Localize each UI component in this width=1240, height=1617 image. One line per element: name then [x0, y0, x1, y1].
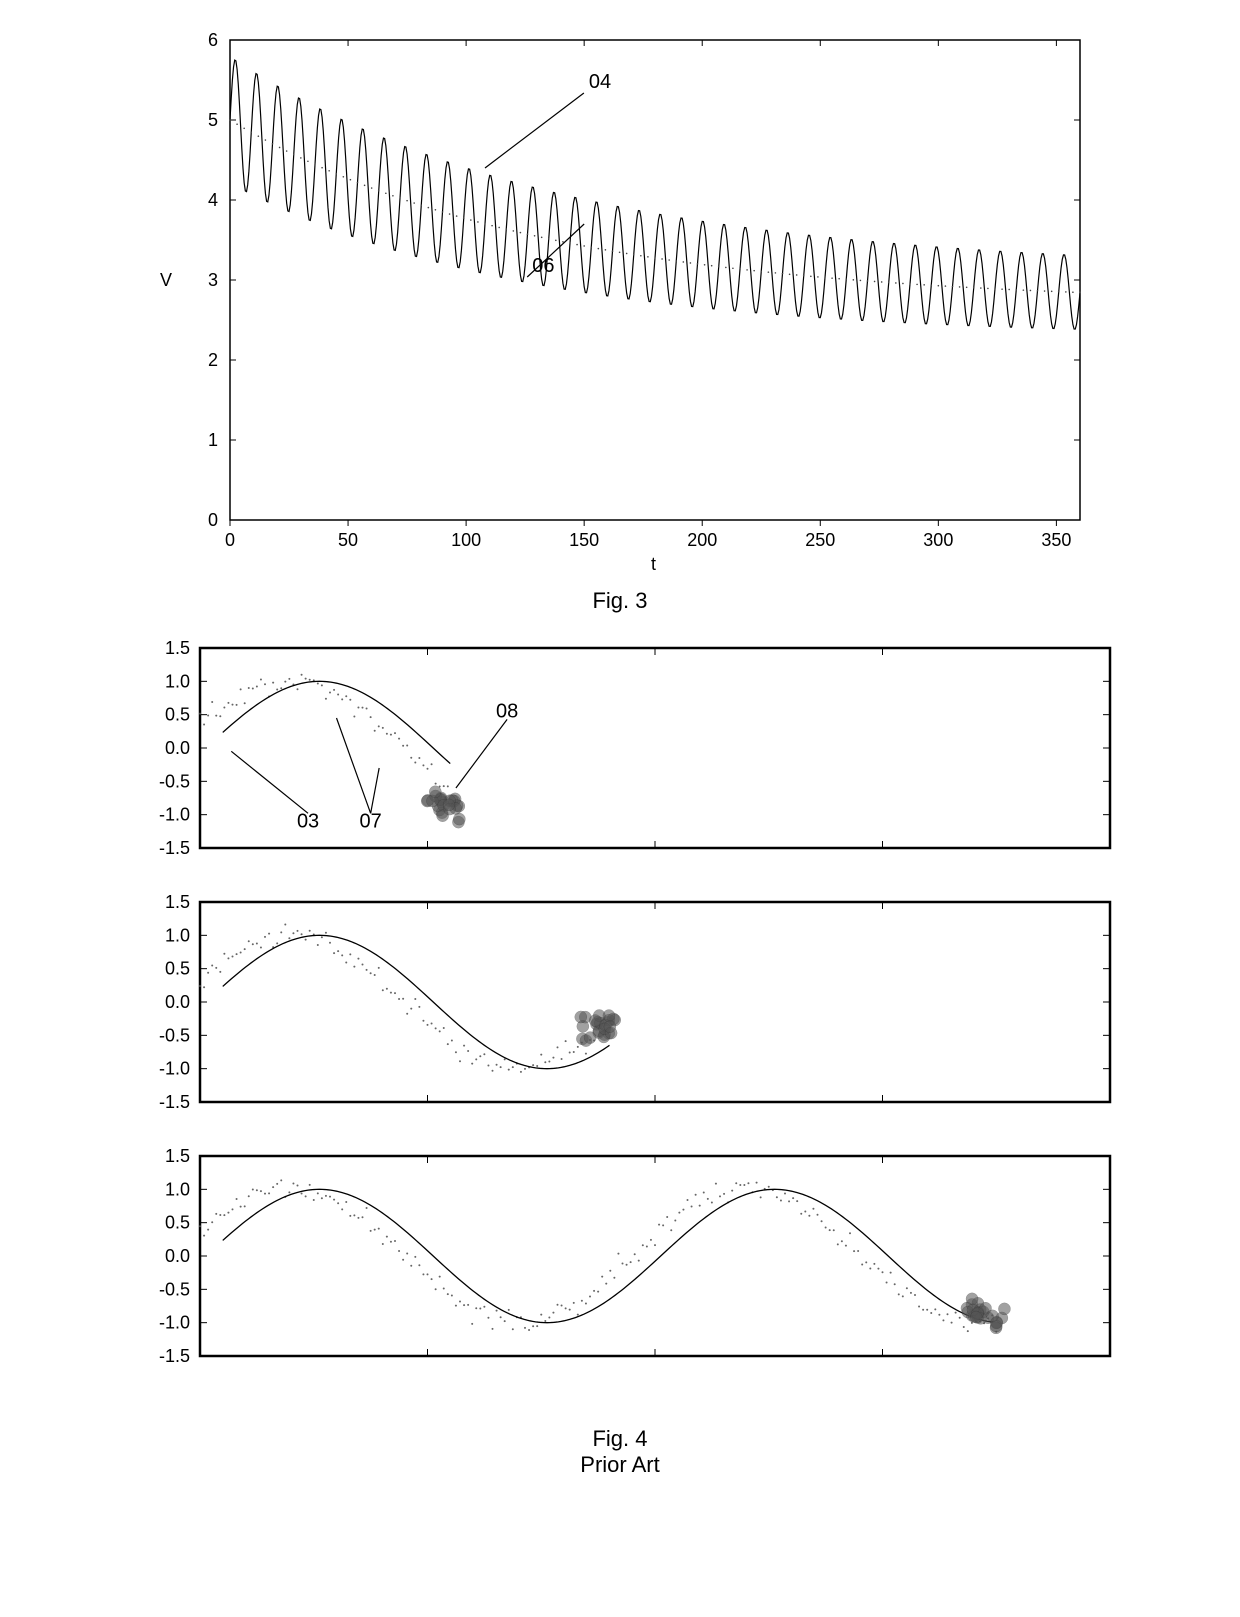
- svg-text:-1.0: -1.0: [159, 1059, 190, 1079]
- fig3-ylabel: V: [160, 270, 172, 291]
- svg-text:-0.5: -0.5: [159, 1279, 190, 1299]
- svg-text:300: 300: [923, 530, 953, 550]
- fig4-subcaption: Prior Art: [580, 1452, 659, 1478]
- svg-text:1: 1: [208, 430, 218, 450]
- svg-text:0.5: 0.5: [165, 1213, 190, 1233]
- svg-text:1.5: 1.5: [165, 1146, 190, 1166]
- svg-text:-0.5: -0.5: [159, 771, 190, 791]
- fig3-chart: 0 50 100 150 200 250 300 350 0 1 2 3 4 5 6 04 06 V t: [140, 20, 1100, 580]
- svg-text:1.0: 1.0: [165, 925, 190, 945]
- figure-container: 0 50 100 150 200 250 300 350 0 1 2 3 4 5 6 04 06 V t Fig…: [20, 20, 1220, 1502]
- svg-text:0.0: 0.0: [165, 992, 190, 1012]
- svg-text:5: 5: [208, 110, 218, 130]
- svg-text:1.5: 1.5: [165, 638, 190, 658]
- svg-text:0.5: 0.5: [165, 959, 190, 979]
- svg-text:0.0: 0.0: [165, 1246, 190, 1266]
- fig4-chart: -1.5 -1.0 -0.5 0.0 0.5 1.0 1.5 03 07 08 -1.5 -1.0 -0…: [110, 638, 1130, 1418]
- svg-text:6: 6: [208, 30, 218, 50]
- svg-text:06: 06: [532, 255, 554, 277]
- svg-text:-1.5: -1.5: [159, 838, 190, 858]
- svg-text:200: 200: [687, 530, 717, 550]
- svg-text:1.5: 1.5: [165, 892, 190, 912]
- svg-text:1.0: 1.0: [165, 671, 190, 691]
- svg-text:04: 04: [589, 71, 611, 93]
- svg-text:50: 50: [338, 530, 358, 550]
- svg-text:2: 2: [208, 350, 218, 370]
- svg-text:3: 3: [208, 270, 218, 290]
- fig4-caption: Fig. 4: [592, 1426, 647, 1452]
- svg-text:-1.5: -1.5: [159, 1092, 190, 1112]
- svg-text:1.0: 1.0: [165, 1179, 190, 1199]
- svg-text:-1.5: -1.5: [159, 1346, 190, 1366]
- svg-text:0: 0: [225, 530, 235, 550]
- svg-text:-1.0: -1.0: [159, 1313, 190, 1333]
- svg-text:150: 150: [569, 530, 599, 550]
- svg-text:07: 07: [360, 810, 382, 832]
- fig3-caption: Fig. 3: [592, 588, 647, 614]
- svg-text:-1.0: -1.0: [159, 805, 190, 825]
- svg-text:0.0: 0.0: [165, 738, 190, 758]
- fig3-xlabel: t: [651, 554, 656, 575]
- svg-text:-0.5: -0.5: [159, 1025, 190, 1045]
- svg-text:250: 250: [805, 530, 835, 550]
- svg-text:0.5: 0.5: [165, 705, 190, 725]
- svg-text:4: 4: [208, 190, 218, 210]
- svg-text:100: 100: [451, 530, 481, 550]
- svg-text:03: 03: [297, 810, 319, 832]
- svg-text:08: 08: [496, 700, 518, 722]
- svg-text:0: 0: [208, 510, 218, 530]
- svg-text:350: 350: [1041, 530, 1071, 550]
